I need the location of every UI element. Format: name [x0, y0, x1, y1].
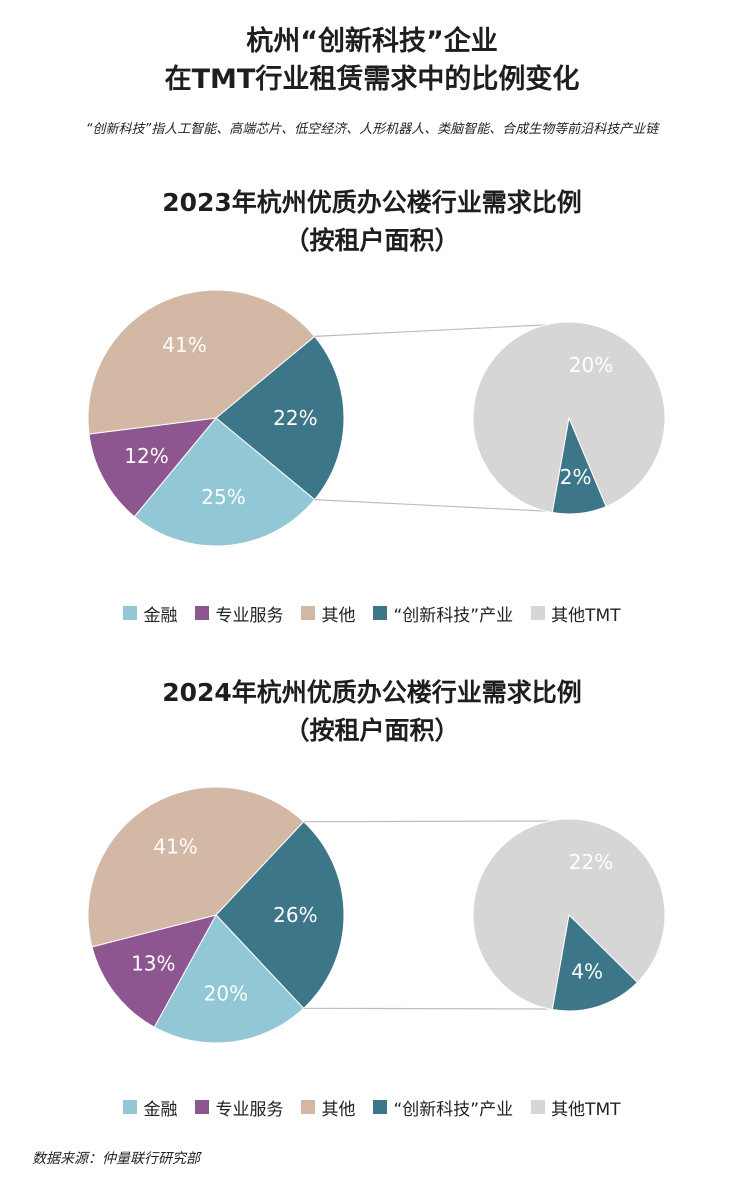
chart-2024-breakdown-label-innovation: 4%	[571, 960, 603, 984]
chart-2023-pie-of-pie: 22% 25% 12% 41% 2% 20%	[87, 289, 666, 547]
main-title-line-2: 在TMT行业租赁需求中的比例变化	[164, 64, 580, 95]
legend-swatch	[373, 1100, 388, 1114]
main-title-line-1: 杭州“创新科技”企业	[246, 26, 498, 57]
chart-2023-main-slice-3	[87, 289, 316, 435]
legend-swatch	[123, 1100, 138, 1114]
chart-2024-breakdown-label-other-tmt: 22%	[569, 850, 613, 874]
chart-2023-title-line-2: （按租户面积）	[284, 226, 460, 255]
chart-2024-legend-item-2: 其他	[301, 1095, 355, 1120]
chart-2024-main-label-1: 20%	[204, 982, 248, 1006]
chart-2023-breakdown-label-other-tmt: 20%	[569, 353, 613, 377]
chart-2024-title-line-2: （按租户面积）	[284, 716, 460, 745]
source-note: 数据来源：仲量联行研究部	[32, 1151, 200, 1167]
chart-2023-main-slice-0	[215, 335, 345, 501]
chart-2024-main-label-0: 26%	[273, 903, 317, 927]
chart-2024-title-line-1: 2024年杭州优质办公楼行业需求比例	[162, 678, 582, 707]
chart-2024-main-slice-1	[153, 914, 305, 1044]
chart-2023-main-label-1: 25%	[201, 485, 245, 509]
chart-2024-main-label-3: 41%	[153, 835, 197, 859]
chart-2023-legend-item-2: 其他	[301, 601, 355, 626]
chart-2024-main-slice-0	[215, 820, 345, 1010]
chart-2023-main-label-2: 12%	[124, 444, 168, 468]
legend-label: 其他	[321, 1099, 356, 1120]
chart-2023-main-label-3: 41%	[162, 333, 206, 357]
legend-swatch	[123, 606, 138, 620]
chart-2023-legend-item-3: “创新科技”产业	[373, 601, 513, 626]
legend-label: 金融	[143, 1099, 178, 1120]
legend-label: 专业服务	[215, 605, 284, 626]
chart-2024-legend-item-3: “创新科技”产业	[373, 1095, 513, 1120]
chart-2023-connector-top	[314, 323, 564, 337]
chart-2023-main-slice-1	[133, 417, 316, 547]
chart-2024-pie-of-pie: 26% 20% 13% 41% 4% 22%	[87, 786, 666, 1044]
chart-2024-legend-item-4: 其他TMT	[531, 1095, 621, 1120]
legend-swatch	[301, 1100, 316, 1114]
chart-2023-legend-item-4: 其他TMT	[531, 601, 621, 626]
legend-label: 其他	[321, 605, 356, 626]
legend-label: “创新科技”产业	[393, 605, 514, 626]
legend-swatch	[195, 606, 210, 620]
chart-2023-breakdown-slice-innovation	[551, 416, 607, 515]
chart-2023-title-line-1: 2023年杭州优质办公楼行业需求比例	[162, 188, 582, 217]
chart-2024-connector-bottom	[303, 1007, 564, 1010]
chart-2024-main-label-2: 13%	[131, 952, 175, 976]
legend-swatch	[531, 1100, 546, 1114]
legend-label: 其他TMT	[551, 1099, 621, 1120]
chart-2023-legend-item-0: 金融	[123, 601, 177, 626]
legend-swatch	[301, 606, 316, 620]
chart-2024-breakdown-slice-innovation	[551, 913, 639, 1012]
legend-label: 专业服务	[215, 1099, 284, 1120]
legend-swatch	[195, 1100, 210, 1114]
chart-2023-breakdown-label-innovation: 2%	[560, 465, 592, 489]
legend-label: “创新科技”产业	[393, 1099, 514, 1120]
chart-2023-main-label-0: 22%	[273, 406, 317, 430]
chart-2024-legend-item-0: 金融	[123, 1095, 177, 1120]
legend-label: 金融	[143, 605, 178, 626]
legend-swatch	[373, 606, 388, 620]
legend-label: 其他TMT	[551, 605, 621, 626]
chart-2024-legend: 金融 专业服务 其他 “创新科技”产业 其他TMT	[0, 1092, 744, 1122]
chart-2023-connector-bottom	[314, 499, 564, 513]
chart-2024-connector-top	[303, 820, 564, 823]
chart-2024-legend-item-1: 专业服务	[195, 1095, 283, 1120]
chart-2023-legend-item-1: 专业服务	[195, 601, 283, 626]
chart-2024-main-slice-2	[91, 914, 217, 1028]
legend-swatch	[531, 606, 546, 620]
chart-2023-main-slice-2	[88, 417, 218, 518]
definition-note: “创新科技”指人工智能、高端芯片、低空经济、人形机器人、类脑智能、合成生物等前沿…	[85, 122, 659, 137]
chart-2024-main-slice-3	[87, 786, 305, 948]
chart-2023-legend: 金融 专业服务 其他 “创新科技”产业 其他TMT	[0, 598, 744, 628]
